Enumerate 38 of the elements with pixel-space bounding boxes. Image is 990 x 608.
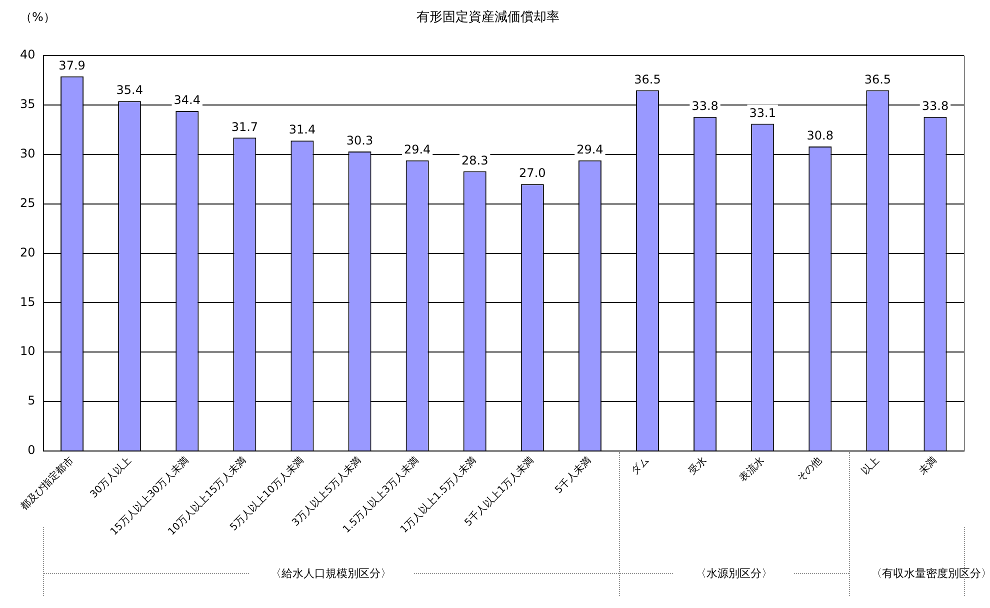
y-tick-label: 15 <box>20 294 36 309</box>
x-tick-label: 以上 <box>859 454 882 478</box>
y-tick-label: 30 <box>20 146 36 161</box>
data-label: 33.8 <box>692 99 718 114</box>
x-tick-label: 5千人未満 <box>552 454 594 496</box>
data-label: 30.8 <box>806 128 834 143</box>
y-tick-label: 25 <box>20 196 36 210</box>
y-tick-label: 5 <box>28 394 36 408</box>
y-axis-title: （%） <box>20 9 56 26</box>
y-tick-label: 10 <box>20 344 36 358</box>
x-tick-label: 受水 <box>686 454 709 478</box>
data-label: 36.5 <box>634 72 661 86</box>
x-tick-label: 30万人以上 <box>88 454 134 500</box>
x-tick-label: 未満 <box>916 454 940 478</box>
text: 〈給水人口規模別区分〉 <box>270 566 392 580</box>
data-label: 31.4 <box>288 122 316 137</box>
data-label: 29.4 <box>576 142 604 156</box>
data-label: 33.1 <box>749 106 776 120</box>
data-label: 31.7 <box>231 120 258 134</box>
data-label: 30.3 <box>346 134 374 148</box>
x-tick-label: その他 <box>794 454 824 484</box>
x-tick-label: 都及び指定都市 <box>18 454 76 513</box>
y-tick-label: 35 <box>20 97 36 112</box>
x-tick-label: 表流水 <box>736 454 767 484</box>
data-label: 34.4 <box>174 93 200 108</box>
data-label: 37.9 <box>58 58 86 72</box>
data-label: 28.3 <box>462 153 488 168</box>
chart-title: 有形固定資産減価償却率 <box>416 9 560 26</box>
text: 〈水源別区分〉 <box>695 566 772 580</box>
y-tick-label: 20 <box>20 245 36 260</box>
y-tick-label: 0 <box>28 443 36 458</box>
data-label: 36.5 <box>864 72 892 86</box>
data-label: 33.8 <box>922 99 949 114</box>
y-tick-label: 40 <box>20 48 36 62</box>
x-tick-label: ダム <box>628 454 652 478</box>
data-label: 27.0 <box>519 166 546 180</box>
data-label: 29.4 <box>404 142 431 156</box>
data-label: 35.4 <box>116 83 143 98</box>
